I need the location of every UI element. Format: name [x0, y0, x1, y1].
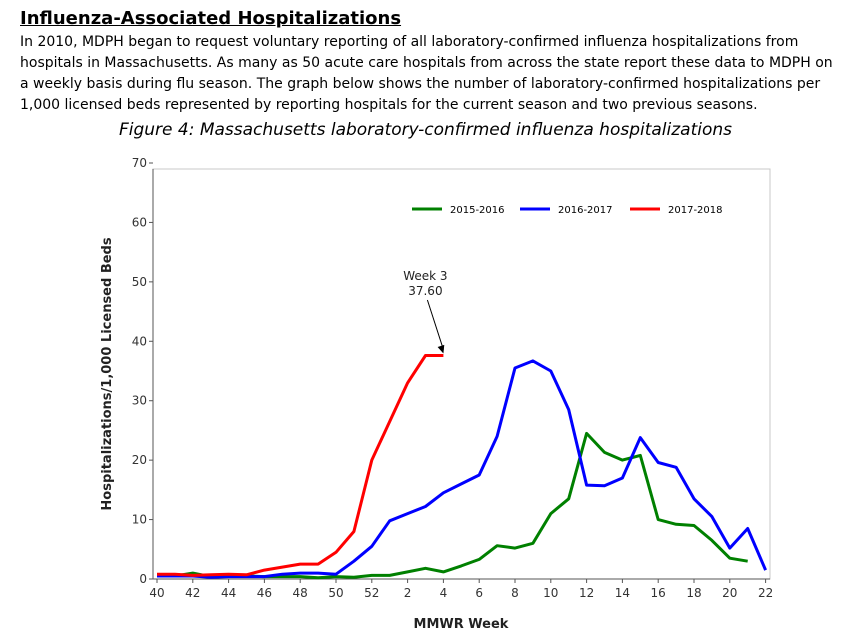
legend-label: 2017-2018: [668, 205, 723, 216]
annotation-value: 37.60: [408, 284, 442, 298]
annotation-arrow: [426, 299, 444, 350]
y-tick-label: 40: [132, 334, 147, 348]
annotation-label: Week 3: [403, 269, 447, 283]
series-line-2017-2018: [157, 354, 444, 577]
section-heading: Influenza-Associated Hospitalizations: [20, 8, 402, 29]
plot-area: [152, 168, 771, 580]
x-tick-label: 14: [615, 586, 630, 600]
y-ticks: 0 10 20 30 40 50 60 70: [132, 156, 153, 586]
x-tick-label: 4: [440, 586, 448, 600]
legend: 2015-2016 2016-2017 2017-2018: [412, 205, 723, 216]
x-tick-label: 22: [758, 586, 773, 600]
series-lines: [157, 354, 767, 580]
x-tick-label: 52: [364, 586, 379, 600]
x-tick-label: 12: [579, 586, 594, 600]
legend-label: 2016-2017: [558, 205, 613, 216]
y-tick-label: 10: [132, 513, 147, 527]
x-tick-label: 10: [543, 586, 558, 600]
x-tick-label: 50: [328, 586, 343, 600]
x-tick-label: 46: [257, 586, 272, 600]
figure-title: Figure 4: Massachusetts laboratory-confi…: [118, 120, 733, 140]
x-tick-label: 18: [686, 586, 701, 600]
x-tick-label: 16: [651, 586, 666, 600]
annotation-arrowhead: [437, 344, 445, 354]
y-tick-label: 30: [132, 394, 147, 408]
y-tick-label: 20: [132, 453, 147, 467]
x-tick-label: 48: [293, 586, 308, 600]
y-tick-label: 60: [132, 215, 147, 229]
y-axis-label: Hospitalizations/1,000 Licensed Beds: [100, 237, 115, 510]
x-tick-label: 2: [404, 586, 412, 600]
legend-label: 2015-2016: [450, 205, 505, 216]
y-tick-label: 0: [139, 572, 147, 586]
x-tick-label: 44: [221, 586, 236, 600]
y-tick-label: 50: [132, 275, 147, 289]
annotations: Week 337.60: [403, 269, 448, 354]
series-line-2016-2017: [157, 359, 767, 579]
x-ticks: 40 42 44 46 48 50 52 2 4 6 8 10 12 14 16 18 20 22: [149, 579, 773, 600]
section-paragraph: In 2010, MDPH began to request voluntary…: [20, 34, 833, 113]
x-tick-label: 40: [149, 586, 164, 600]
x-tick-label: 6: [475, 586, 483, 600]
y-tick-label: 70: [132, 156, 147, 170]
x-tick-label: 42: [185, 586, 200, 600]
x-tick-label: 20: [722, 586, 737, 600]
x-tick-label: 8: [511, 586, 519, 600]
x-axis-label: MMWR Week: [414, 617, 509, 632]
